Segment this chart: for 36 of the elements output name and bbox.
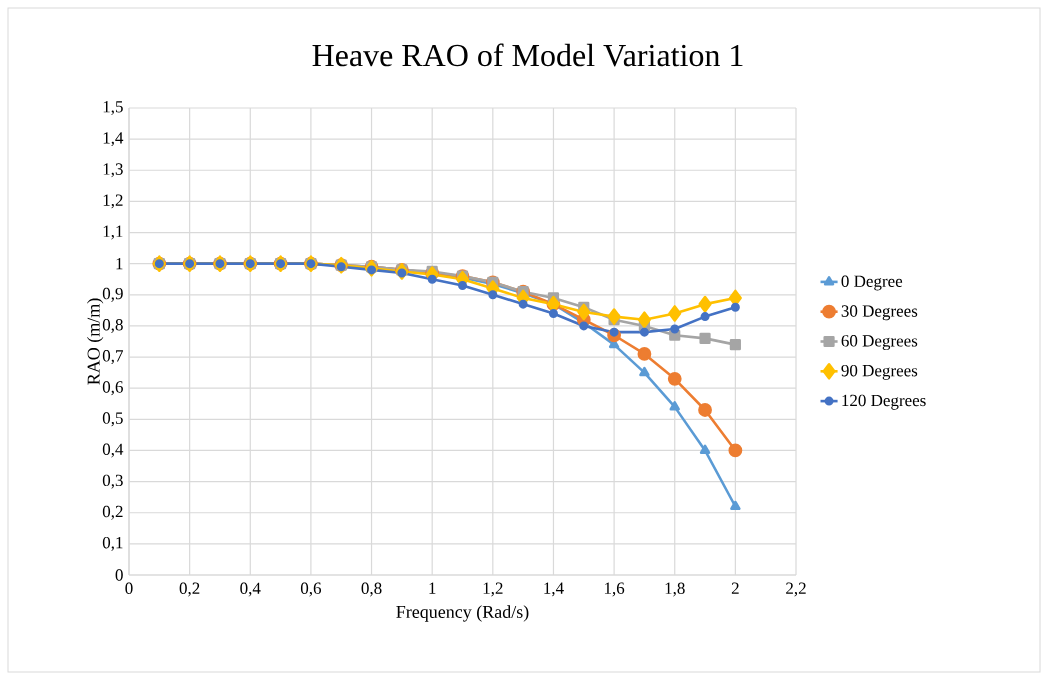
y-tick-label: 1,1: [103, 225, 123, 240]
x-tick-label: 0,2: [179, 582, 200, 597]
y-tick-label: 1,3: [103, 163, 123, 178]
x-tick-label: 1,6: [604, 582, 625, 597]
x-tick-label: 1: [429, 582, 436, 594]
x-tick-label: 0: [125, 582, 133, 595]
x-tick-label: 1,4: [544, 582, 564, 597]
y-tick-label: 1,2: [103, 194, 123, 209]
x-tick-label: 2: [731, 582, 739, 594]
y-tick-label: 0: [115, 569, 123, 581]
legend-label: 0 Degree: [841, 275, 903, 291]
y-tick-label: 0,1: [102, 536, 123, 551]
y-tick-label: 0,5: [102, 412, 123, 427]
y-tick-label: 0,2: [102, 505, 123, 520]
y-tick-label: 0,7: [102, 350, 123, 365]
x-tick-label: 1,2: [483, 582, 503, 597]
y-tick-label: 0,9: [102, 287, 123, 302]
y-tick-label: 0,8: [102, 318, 123, 333]
legend-label: 30 Degrees: [841, 305, 918, 321]
y-tick-label: 1,5: [103, 101, 123, 115]
x-tick-label: 1,8: [665, 582, 685, 597]
legend-label: 90 Degrees: [841, 364, 918, 380]
x-tick-label: 0,8: [361, 582, 382, 597]
legend-label: 120 Degrees: [842, 394, 926, 410]
y-tick-label: 1: [116, 258, 123, 270]
x-tick-label: 0,4: [240, 582, 261, 597]
chart-title: Heave RAO of Model Variation 1: [312, 43, 743, 67]
y-tick-label: 1,4: [103, 132, 124, 147]
y-axis-title: RAO (m/m): [87, 298, 104, 385]
x-axis-title: Frequency (Rad/s): [396, 605, 529, 622]
legend-label: 60 Degrees: [841, 335, 918, 351]
x-tick-label: 2,2: [786, 582, 806, 597]
x-tick-label: 0,6: [300, 582, 322, 597]
y-tick-label: 0,4: [102, 443, 124, 458]
y-tick-label: 0,3: [102, 474, 123, 489]
y-tick-label: 0,6: [102, 381, 123, 396]
